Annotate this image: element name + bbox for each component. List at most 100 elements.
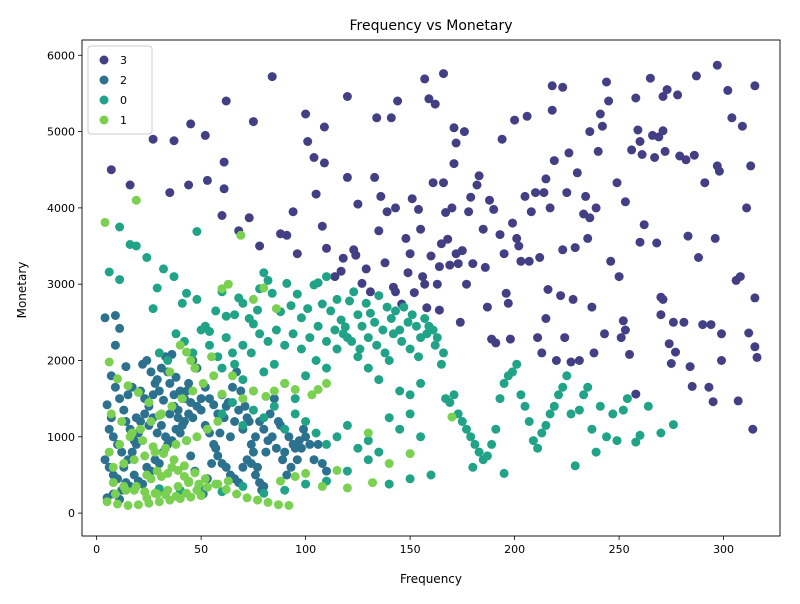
data-point (248, 294, 258, 304)
data-point (175, 428, 185, 438)
data-point (140, 409, 150, 419)
data-point (238, 394, 248, 404)
data-point (627, 145, 637, 155)
data-point (374, 226, 384, 236)
data-point (370, 317, 380, 327)
data-point (522, 111, 532, 121)
data-point (439, 69, 448, 79)
data-point (322, 378, 331, 388)
data-point (188, 413, 198, 423)
data-point (336, 266, 346, 276)
data-point (574, 356, 584, 365)
data-point (395, 424, 405, 434)
data-point (436, 359, 446, 369)
data-point (712, 60, 722, 70)
data-point (108, 462, 118, 472)
data-point (192, 432, 202, 442)
data-point (399, 302, 409, 312)
data-point (246, 348, 256, 358)
data-point (489, 204, 499, 214)
data-point (384, 459, 394, 468)
data-point (186, 356, 196, 365)
legend-marker (99, 115, 109, 125)
data-point (512, 233, 522, 243)
data-point (407, 310, 417, 320)
data-point (631, 93, 641, 103)
data-point (572, 168, 582, 178)
data-point (152, 283, 162, 293)
data-point (271, 304, 281, 314)
data-point (261, 447, 271, 457)
data-point (182, 288, 191, 298)
data-point (290, 443, 300, 453)
data-point (271, 325, 281, 335)
data-point (443, 234, 453, 244)
data-point (133, 388, 143, 397)
data-point (602, 432, 611, 442)
data-point (230, 310, 240, 320)
data-point (698, 320, 708, 330)
data-point (545, 203, 555, 213)
data-point (165, 188, 175, 198)
data-point (301, 479, 311, 489)
data-point (685, 362, 695, 372)
data-point (284, 501, 294, 510)
data-point (169, 136, 179, 146)
data-point (213, 417, 223, 426)
data-point (296, 313, 306, 323)
data-point (466, 432, 476, 442)
data-point (108, 432, 118, 442)
data-point (547, 81, 557, 91)
data-point (681, 155, 691, 165)
data-point (660, 146, 670, 156)
data-point (347, 336, 357, 346)
data-point (595, 109, 605, 119)
data-point (420, 314, 430, 323)
data-point (230, 359, 240, 369)
data-point (616, 333, 626, 343)
data-point (159, 264, 168, 274)
data-point (365, 287, 375, 297)
data-point (301, 109, 311, 119)
data-point (593, 146, 603, 156)
data-point (742, 203, 752, 213)
data-point (228, 371, 237, 381)
data-point (378, 325, 388, 335)
data-point (662, 85, 672, 95)
data-point (558, 382, 568, 392)
x-tick-label: 200 (504, 543, 525, 556)
data-point (564, 148, 574, 158)
data-point (330, 325, 340, 335)
data-point (349, 287, 359, 297)
data-point (253, 495, 262, 505)
data-point (382, 207, 392, 217)
data-point (637, 150, 647, 159)
data-point (370, 172, 380, 182)
data-point (464, 207, 474, 217)
data-point (142, 356, 152, 365)
data-point (156, 409, 166, 419)
data-point (474, 447, 484, 457)
data-point (434, 305, 444, 315)
data-point (526, 207, 536, 217)
data-point (409, 288, 419, 298)
data-point (612, 178, 622, 188)
data-point (150, 447, 160, 457)
data-point (263, 275, 273, 285)
data-point (414, 352, 423, 362)
data-point (635, 237, 645, 247)
data-point (424, 94, 434, 104)
data-point (305, 439, 315, 449)
data-point (512, 359, 522, 369)
data-point (102, 400, 112, 410)
data-point (658, 126, 668, 136)
data-point (551, 356, 561, 365)
data-point (439, 178, 448, 188)
data-point (391, 287, 400, 297)
data-point (338, 253, 348, 263)
data-point (591, 203, 601, 213)
data-point (115, 439, 125, 449)
data-point (223, 279, 233, 289)
data-point (115, 394, 125, 404)
data-point (566, 409, 576, 419)
